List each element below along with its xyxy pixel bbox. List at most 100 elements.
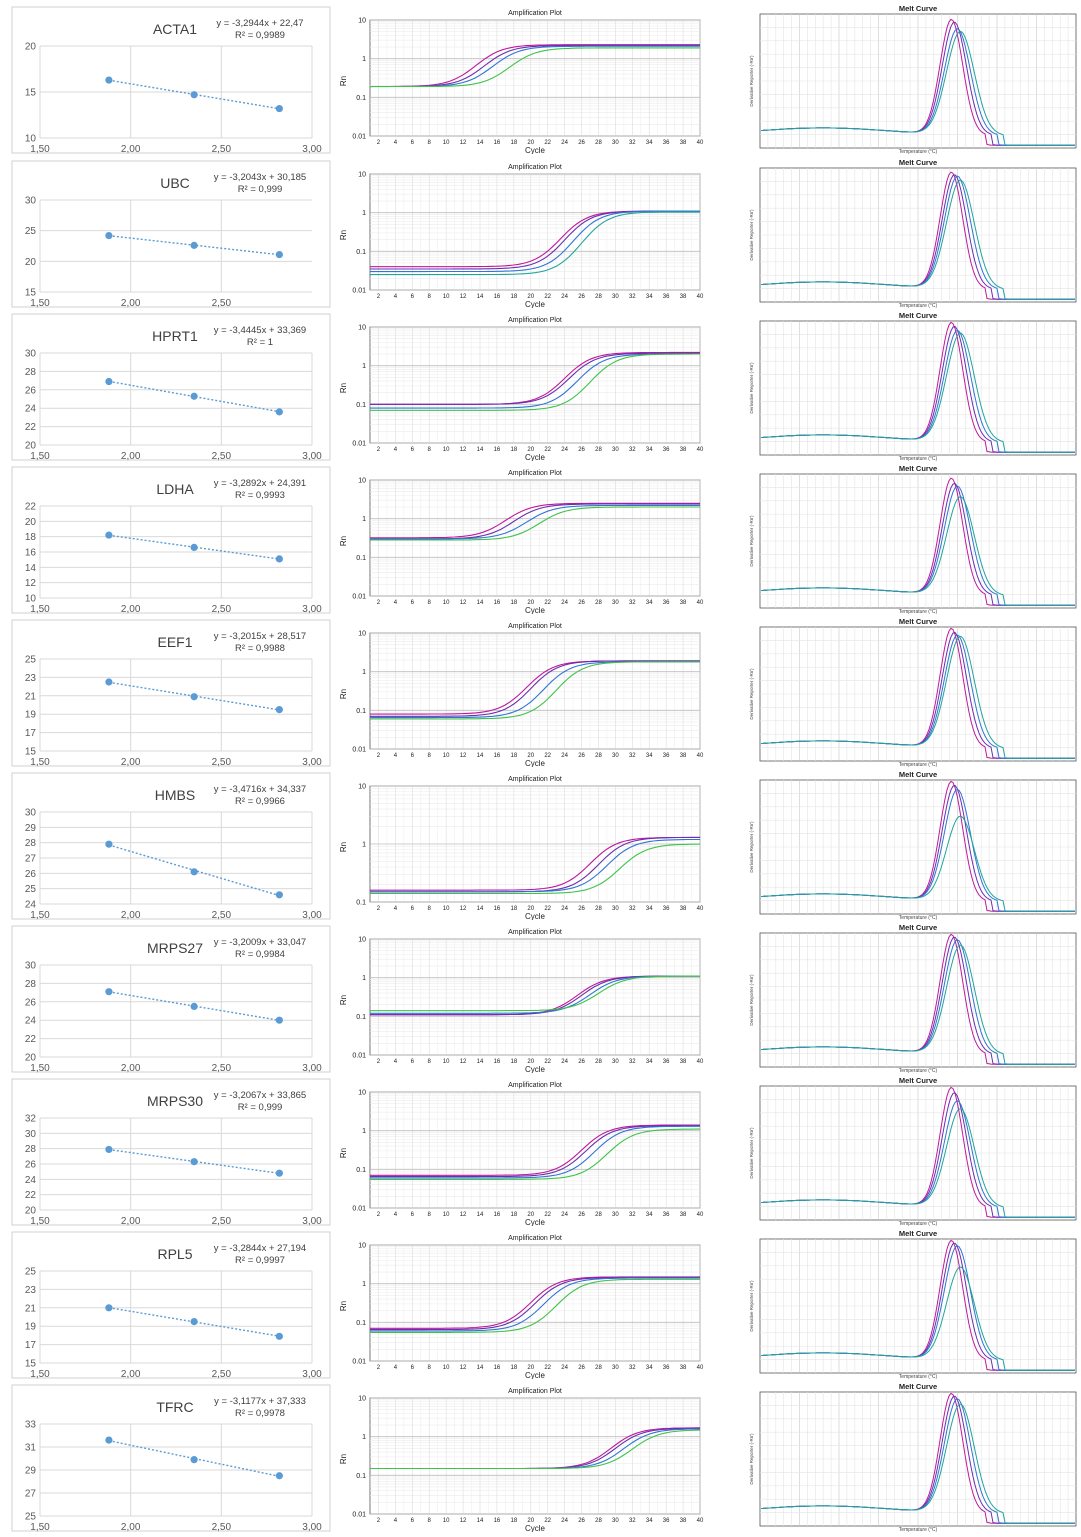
gene-row-ubc: 15 20 25 30 1,50 2,00 2,50 UBC y = -3,2043x + 30… [0, 160, 1081, 308]
amp-x-axis-label: Cycle [525, 1371, 546, 1379]
amp-x-tick-label: 14 [477, 294, 484, 300]
data-point [276, 555, 283, 562]
amp-x-tick-label: 30 [612, 447, 619, 453]
trendline-equation: y = -3,2844x + 27,194 [214, 1243, 306, 1254]
x-tick-label: 1,50 [30, 1216, 50, 1226]
y-tick-label: 27 [25, 854, 37, 865]
melt-y-axis-label: Derivative Reporter (-Rn') [749, 668, 754, 720]
melt-title: Melt Curve [899, 6, 937, 13]
gene-title: UBC [160, 175, 190, 191]
amp-plot-area [370, 633, 700, 749]
y-tick-label: 30 [25, 196, 37, 207]
amp-x-tick-label: 40 [697, 294, 704, 300]
amp-x-tick-label: 32 [629, 1518, 636, 1524]
amp-x-tick-label: 24 [561, 600, 568, 606]
amp-x-tick-label: 30 [612, 294, 619, 300]
amp-x-tick-label: 30 [612, 1365, 619, 1371]
amp-x-tick-label: 30 [612, 906, 619, 912]
amp-x-tick-label: 22 [544, 294, 551, 300]
amp-y-tick-label: 10 [358, 172, 366, 179]
gene-row-eef1: 15 17 19 21 23 25 1,50 2,00 2,50 3,00 EEF1 y = -3,2… [0, 619, 1081, 767]
amp-y-tick-label: 0.1 [356, 249, 366, 256]
amplification-plot-eef1: Amplification Plot0.010.11102 4 6 8 10 12 14 16… [339, 623, 704, 767]
amp-x-tick-label: 40 [697, 1518, 704, 1524]
r-squared: R² = 0,999 [238, 184, 283, 195]
amp-y-axis-label: Rn [339, 1454, 348, 1464]
amp-x-tick-label: 26 [578, 753, 585, 759]
y-tick-label: 26 [25, 1160, 37, 1171]
amp-x-tick-label: 2 [377, 600, 381, 606]
amp-x-tick-label: 22 [544, 1518, 551, 1524]
amp-plot-area [370, 327, 700, 443]
amp-y-axis-label: Rn [339, 76, 348, 86]
data-point [276, 1333, 283, 1340]
r-squared: R² = 0,9966 [235, 796, 285, 807]
x-tick-label: 2,50 [212, 1369, 232, 1379]
row-svg: 152025301,50 2,00 2,50UBC y = -3,2043x + 30… [0, 160, 1081, 308]
standard-curve-acta1: 1015201,50 2,00 2,50 3,00ACTA1 y = -3,2944x … [12, 7, 330, 154]
amp-x-tick-label: 40 [697, 600, 704, 606]
amp-x-tick-label: 6 [411, 140, 415, 146]
row-svg: 2022242628301,50 2,00 2,50 3,00HPRT1 y = -3,… [0, 313, 1081, 461]
gene-title: MRPS30 [147, 1093, 203, 1109]
amp-x-tick-label: 32 [629, 600, 636, 606]
melt-title: Melt Curve [899, 1384, 937, 1391]
x-tick-label: 1,50 [30, 144, 50, 154]
melt-title: Melt Curve [899, 1231, 937, 1238]
x-tick-label: 2,00 [121, 1063, 141, 1073]
amp-x-axis-label: Cycle [525, 1524, 546, 1532]
amp-x-tick-label: 32 [629, 1059, 636, 1065]
amp-x-tick-label: 18 [511, 140, 518, 146]
melt-x-axis-label: Temperature (°C) [899, 1221, 938, 1226]
gene-title: MRPS27 [147, 940, 203, 956]
trendline-equation: y = -3,2043x + 30,185 [214, 172, 306, 183]
trendline-equation: y = -3,4716x + 34,337 [214, 784, 306, 795]
melt-curve-hmbs: Melt Curve Temperature (°C) Derivative Rep… [749, 772, 1076, 920]
data-point [191, 1456, 198, 1463]
x-tick-label: 1,50 [30, 1369, 50, 1379]
melt-title: Melt Curve [899, 466, 937, 473]
x-tick-label: 3,00 [302, 1522, 322, 1532]
x-tick-label: 2,00 [121, 910, 141, 920]
amp-x-tick-label: 32 [629, 1365, 636, 1371]
amp-x-tick-label: 16 [494, 600, 501, 606]
x-tick-label: 3,00 [302, 1216, 322, 1226]
amp-x-tick-label: 16 [494, 1059, 501, 1065]
y-tick-label: 28 [25, 838, 37, 849]
amp-x-tick-label: 8 [428, 1365, 432, 1371]
amp-x-tick-label: 8 [428, 906, 432, 912]
amp-y-axis-label: Rn [339, 842, 348, 852]
x-tick-label: 2,50 [212, 910, 232, 920]
amp-y-tick-label: 0.01 [352, 1359, 366, 1366]
amp-x-tick-label: 38 [680, 1518, 687, 1524]
amp-y-tick-label: 10 [358, 1090, 366, 1097]
amp-x-tick-label: 18 [511, 753, 518, 759]
amp-x-tick-label: 32 [629, 140, 636, 146]
melt-y-axis-label: Derivative Reporter (-Rn') [749, 974, 754, 1026]
y-tick-label: 25 [25, 226, 37, 237]
amp-title: Amplification Plot [508, 470, 562, 477]
melt-curve-ubc: Melt CurveTemperature (°C)Derivative Rep… [749, 160, 1076, 308]
melt-curve-rpl5: Melt CurveTemperature (°C)Derivative Rep… [749, 1231, 1076, 1379]
amp-x-tick-label: 28 [595, 447, 602, 453]
amp-x-tick-label: 12 [460, 1059, 467, 1065]
data-point [191, 868, 198, 875]
r-squared: R² = 0,9997 [235, 1255, 285, 1266]
x-tick-label: 2,50 [212, 298, 232, 308]
amp-x-tick-label: 8 [428, 1212, 432, 1218]
amp-y-axis-label: Rn [339, 383, 348, 393]
y-tick-label: 24 [25, 1016, 37, 1027]
amp-y-tick-label: 0.01 [352, 1206, 366, 1213]
amp-x-tick-label: 32 [629, 906, 636, 912]
amp-x-tick-label: 16 [494, 1365, 501, 1371]
y-tick-label: 17 [25, 1340, 37, 1351]
amp-x-tick-label: 16 [494, 294, 501, 300]
y-tick-label: 21 [25, 691, 37, 702]
data-point [276, 1017, 283, 1024]
amp-x-tick-label: 14 [477, 1059, 484, 1065]
melt-title: Melt Curve [899, 619, 937, 626]
amp-x-tick-label: 24 [561, 906, 568, 912]
x-tick-label: 3,00 [302, 910, 322, 920]
amp-x-tick-label: 16 [494, 753, 501, 759]
